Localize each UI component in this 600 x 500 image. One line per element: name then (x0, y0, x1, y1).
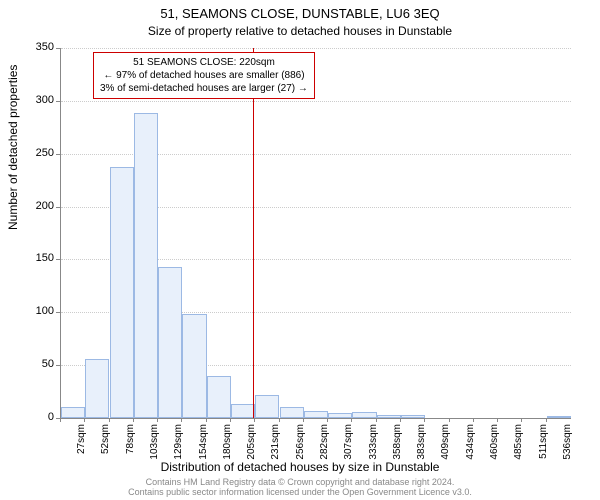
x-tick-mark (157, 418, 158, 422)
grid-line (61, 101, 571, 102)
x-tick-label: 333sqm (368, 424, 379, 474)
histogram-bar (207, 376, 231, 418)
annotation-box: 51 SEAMONS CLOSE: 220sqm ← 97% of detach… (93, 52, 315, 99)
chart-title-main: 51, SEAMONS CLOSE, DUNSTABLE, LU6 3EQ (0, 6, 600, 21)
x-tick-label: 485sqm (513, 424, 524, 474)
x-tick-mark (206, 418, 207, 422)
x-tick-label: 409sqm (440, 424, 451, 474)
x-tick-label: 256sqm (295, 424, 306, 474)
y-tick-mark (56, 101, 60, 102)
x-tick-mark (449, 418, 450, 422)
y-tick-label: 100 (14, 305, 54, 317)
x-tick-mark (424, 418, 425, 422)
x-tick-label: 307sqm (343, 424, 354, 474)
annotation-line-3: 3% of semi-detached houses are larger (2… (100, 82, 308, 95)
histogram-bar (158, 267, 182, 418)
x-tick-mark (497, 418, 498, 422)
x-tick-label: 103sqm (149, 424, 160, 474)
x-tick-label: 460sqm (489, 424, 500, 474)
histogram-bar (401, 415, 425, 418)
y-tick-label: 300 (14, 94, 54, 106)
x-tick-label: 358sqm (392, 424, 403, 474)
y-tick-label: 250 (14, 147, 54, 159)
x-tick-label: 154sqm (198, 424, 209, 474)
x-tick-label: 282sqm (319, 424, 330, 474)
x-tick-mark (133, 418, 134, 422)
footer: Contains HM Land Registry data © Crown c… (0, 478, 600, 498)
histogram-bar (231, 404, 255, 418)
x-tick-mark (303, 418, 304, 422)
x-tick-mark (254, 418, 255, 422)
histogram-bar (280, 407, 304, 418)
histogram-bar (255, 395, 279, 418)
y-tick-mark (56, 312, 60, 313)
histogram-bar (134, 113, 158, 419)
x-tick-label: 129sqm (173, 424, 184, 474)
x-tick-mark (473, 418, 474, 422)
x-tick-label: 180sqm (222, 424, 233, 474)
x-tick-mark (109, 418, 110, 422)
x-tick-mark (351, 418, 352, 422)
y-tick-label: 0 (14, 411, 54, 423)
y-tick-label: 50 (14, 358, 54, 370)
x-tick-label: 511sqm (538, 424, 549, 474)
x-tick-mark (279, 418, 280, 422)
y-tick-label: 350 (14, 41, 54, 53)
grid-line (61, 48, 571, 49)
y-tick-mark (56, 207, 60, 208)
marker-line (253, 48, 254, 418)
x-tick-mark (376, 418, 377, 422)
x-tick-label: 78sqm (125, 424, 136, 474)
histogram-bar (352, 412, 376, 418)
y-tick-mark (56, 365, 60, 366)
histogram-bar (61, 407, 85, 418)
x-tick-mark (546, 418, 547, 422)
x-tick-mark (230, 418, 231, 422)
x-tick-label: 27sqm (76, 424, 87, 474)
histogram-bar (328, 413, 352, 418)
histogram-bar (110, 167, 134, 418)
x-tick-label: 383sqm (416, 424, 427, 474)
chart-title-sub: Size of property relative to detached ho… (0, 24, 600, 38)
y-tick-mark (56, 259, 60, 260)
histogram-bar (377, 415, 401, 418)
x-tick-label: 536sqm (562, 424, 573, 474)
x-tick-mark (327, 418, 328, 422)
x-tick-mark (84, 418, 85, 422)
y-tick-mark (56, 154, 60, 155)
annotation-line-2: ← 97% of detached houses are smaller (88… (100, 69, 308, 82)
x-tick-mark (60, 418, 61, 422)
x-tick-label: 434sqm (465, 424, 476, 474)
footer-line-2: Contains public sector information licen… (0, 488, 600, 498)
histogram-bar (304, 411, 328, 418)
y-tick-mark (56, 48, 60, 49)
x-tick-mark (181, 418, 182, 422)
annotation-line-1: 51 SEAMONS CLOSE: 220sqm (100, 56, 308, 69)
histogram-bar (182, 314, 206, 418)
x-tick-mark (521, 418, 522, 422)
histogram-bar (547, 416, 571, 418)
histogram-bar (85, 359, 109, 418)
y-tick-label: 200 (14, 200, 54, 212)
x-tick-label: 205sqm (246, 424, 257, 474)
x-tick-mark (400, 418, 401, 422)
y-tick-label: 150 (14, 252, 54, 264)
plot-area: 51 SEAMONS CLOSE: 220sqm ← 97% of detach… (60, 48, 571, 419)
x-tick-label: 231sqm (270, 424, 281, 474)
x-tick-label: 52sqm (100, 424, 111, 474)
